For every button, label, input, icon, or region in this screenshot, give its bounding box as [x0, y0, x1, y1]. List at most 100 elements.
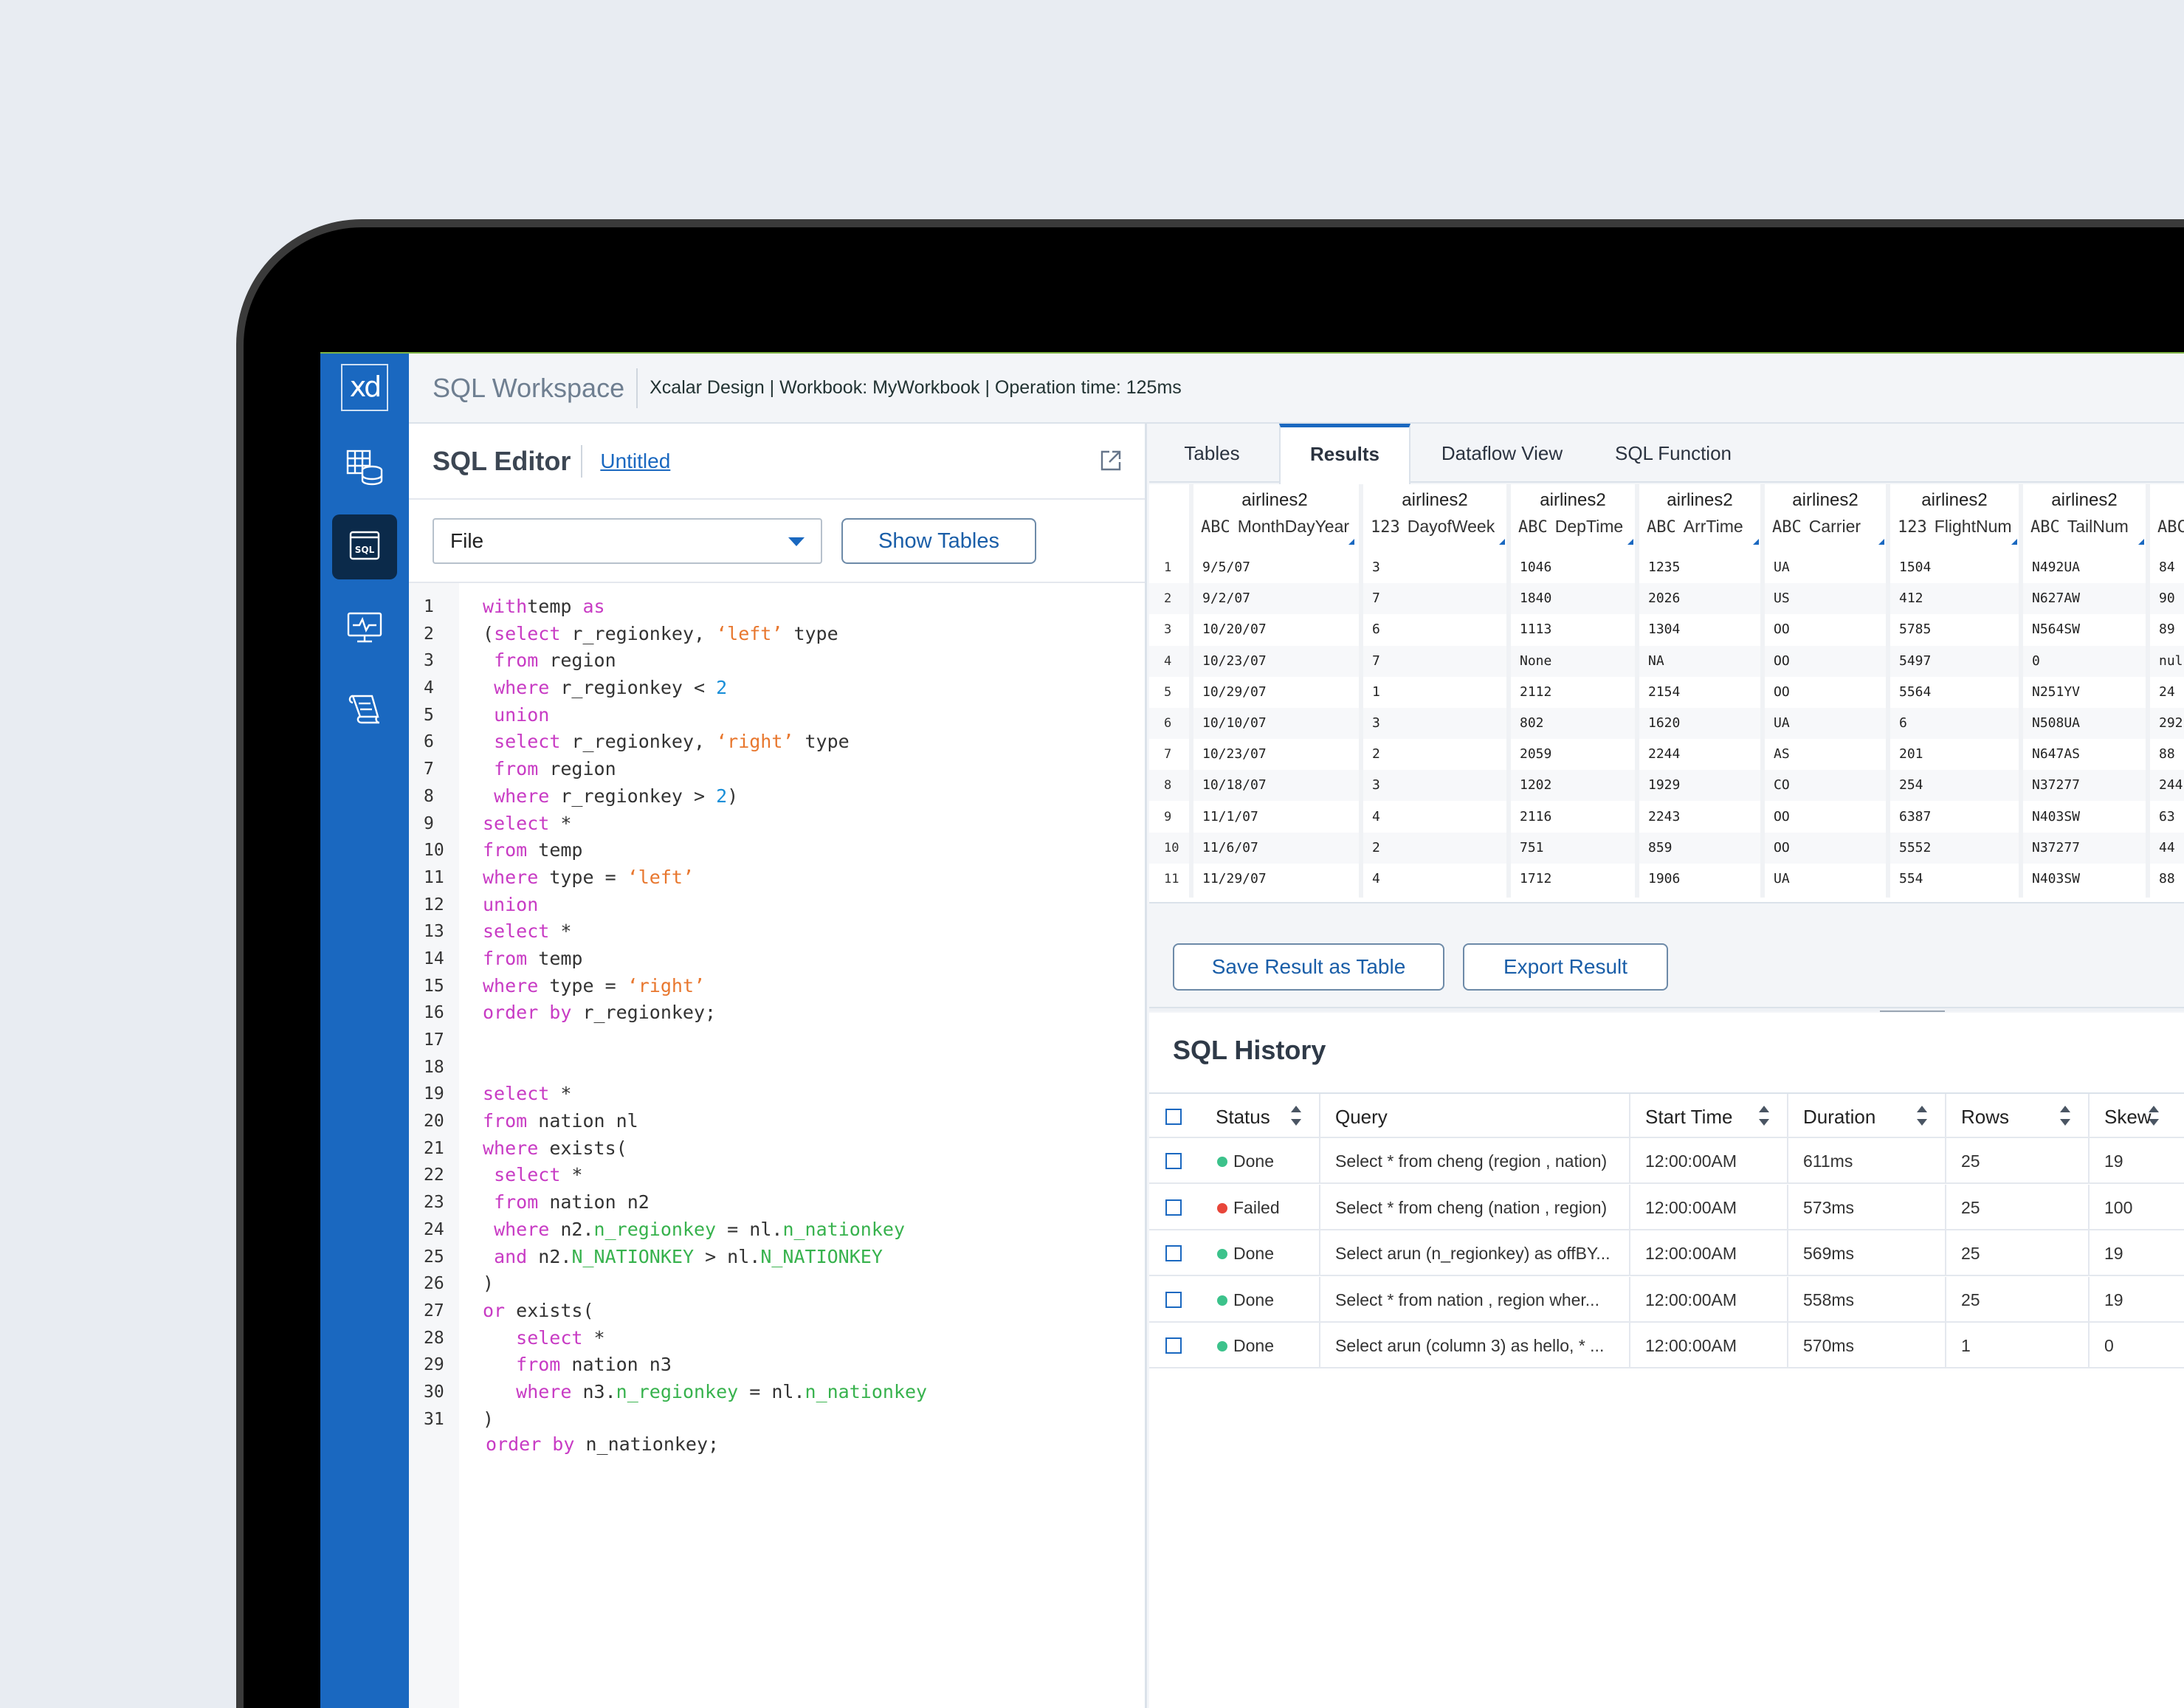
table-cell[interactable]: OO — [1774, 652, 1790, 669]
table-cell[interactable]: 88 — [2159, 746, 2175, 762]
column-header[interactable]: airlines2 ABC MonthDayYear — [1193, 484, 1356, 551]
table-cell[interactable]: OO — [1774, 839, 1790, 855]
column-menu-icon[interactable] — [1753, 539, 1759, 545]
sort-icon[interactable] — [1291, 1106, 1301, 1128]
table-cell[interactable]: 1202 — [1520, 777, 1552, 793]
table-cell[interactable]: 6 — [1372, 621, 1380, 638]
history-column-header[interactable]: Rows — [1961, 1106, 2010, 1128]
show-tables-button[interactable]: Show Tables — [841, 518, 1036, 564]
row-checkbox[interactable] — [1165, 1199, 1182, 1216]
table-cell[interactable]: 44 — [2159, 839, 2175, 855]
history-row[interactable]: Done Select arun (column 3) as hello, * .… — [1149, 1323, 2184, 1368]
table-cell[interactable]: 10/10/07 — [1202, 715, 1267, 731]
table-cell[interactable]: 2059 — [1520, 746, 1552, 762]
table-cell[interactable]: UA — [1774, 871, 1790, 886]
table-row[interactable]: 11 11/29/07 4 1712 1906 UA 554 N403SW 88 — [1149, 864, 2184, 895]
table-cell[interactable]: 9/2/07 — [1202, 590, 1251, 607]
table-cell[interactable]: N647AS — [2032, 746, 2081, 762]
history-column-header[interactable]: Status — [1216, 1106, 1270, 1128]
table-cell[interactable]: 244 — [2159, 777, 2183, 793]
table-cell[interactable]: 2154 — [1648, 683, 1681, 700]
table-cell[interactable]: 3 — [1372, 777, 1380, 793]
table-cell[interactable]: 4 — [1372, 808, 1380, 824]
table-cell[interactable]: 802 — [1520, 715, 1544, 731]
row-checkbox[interactable] — [1165, 1337, 1182, 1354]
snippet-name-link[interactable]: Untitled — [600, 449, 671, 472]
table-cell[interactable]: N508UA — [2032, 715, 2081, 731]
table-cell[interactable]: 10/29/07 — [1202, 683, 1267, 700]
history-column-header[interactable]: Start Time — [1645, 1106, 1733, 1128]
table-cell[interactable]: N251YV — [2032, 683, 2081, 700]
table-cell[interactable]: 7 — [1372, 590, 1380, 607]
tab-results[interactable]: Results — [1279, 424, 1410, 484]
monitor-icon[interactable] — [332, 596, 397, 661]
table-cell[interactable]: 254 — [1899, 777, 1923, 793]
column-header[interactable]: ABC — [2150, 484, 2184, 551]
column-divider[interactable] — [1760, 484, 1765, 898]
sql-workspace-icon[interactable]: SQL — [332, 514, 397, 579]
datastore-icon[interactable] — [332, 435, 397, 500]
table-cell[interactable]: N37277 — [2032, 777, 2081, 793]
table-cell[interactable]: 9/5/07 — [1202, 559, 1251, 575]
table-cell[interactable]: N492UA — [2032, 559, 2081, 575]
tab-tables[interactable]: Tables — [1184, 442, 1240, 464]
table-cell[interactable]: 6 — [1899, 715, 1907, 731]
table-cell[interactable]: 1712 — [1520, 871, 1552, 886]
table-cell[interactable]: 1 — [1372, 683, 1380, 700]
popout-icon[interactable] — [1099, 449, 1123, 472]
table-cell[interactable]: 84 — [2159, 559, 2175, 575]
table-row[interactable]: 8 10/18/07 3 1202 1929 CO 254 N37277 244 — [1149, 770, 2184, 802]
table-cell[interactable]: 5564 — [1899, 683, 1932, 700]
table-row[interactable]: 1 9/5/07 3 1046 1235 UA 1504 N492UA 84 — [1149, 552, 2184, 583]
table-cell[interactable]: 1906 — [1648, 871, 1681, 886]
table-cell[interactable]: 2244 — [1648, 746, 1681, 762]
table-cell[interactable]: 10/23/07 — [1202, 746, 1267, 762]
column-menu-icon[interactable] — [1878, 539, 1884, 545]
column-divider[interactable] — [1886, 484, 1890, 898]
sort-icon[interactable] — [2149, 1106, 2159, 1128]
table-cell[interactable]: 4 — [1372, 871, 1380, 886]
table-row[interactable]: 3 10/20/07 6 1113 1304 OO 5785 N564SW 89 — [1149, 614, 2184, 645]
history-row[interactable]: Done Select arun (n_regionkey) as offBY..… — [1149, 1230, 2184, 1276]
table-cell[interactable]: 0 — [2032, 652, 2040, 669]
table-cell[interactable]: 1620 — [1648, 715, 1681, 731]
table-cell[interactable]: None — [1520, 652, 1552, 669]
table-cell[interactable]: 5552 — [1899, 839, 1932, 855]
table-cell[interactable]: 10/20/07 — [1202, 621, 1267, 638]
table-cell[interactable]: 412 — [1899, 590, 1923, 607]
table-cell[interactable]: AS — [1774, 746, 1790, 762]
table-cell[interactable]: 11/29/07 — [1202, 871, 1267, 886]
column-header[interactable]: airlines2 123 FlightNum — [1890, 484, 2019, 551]
column-header[interactable]: airlines2 ABC TailNum — [2023, 484, 2146, 551]
save-result-as-table-button[interactable]: Save Result as Table — [1173, 943, 1444, 991]
history-column-header[interactable]: Skew — [2104, 1106, 2152, 1128]
table-cell[interactable]: 2116 — [1520, 808, 1552, 824]
table-cell[interactable]: 10/23/07 — [1202, 652, 1267, 669]
table-cell[interactable]: 88 — [2159, 871, 2175, 886]
tab-dataflow-view[interactable]: Dataflow View — [1441, 442, 1563, 464]
table-cell[interactable]: 1929 — [1648, 777, 1681, 793]
column-divider[interactable] — [1506, 484, 1511, 898]
table-cell[interactable]: 751 — [1520, 839, 1544, 855]
table-cell[interactable]: UA — [1774, 559, 1790, 575]
table-cell[interactable]: OO — [1774, 683, 1790, 700]
table-row[interactable]: 2 9/2/07 7 1840 2026 US 412 N627AW 90 — [1149, 583, 2184, 615]
table-cell[interactable]: 2 — [1372, 839, 1380, 855]
table-cell[interactable]: OO — [1774, 808, 1790, 824]
table-cell[interactable]: OO — [1774, 621, 1790, 638]
table-cell[interactable]: 5497 — [1899, 652, 1932, 669]
table-cell[interactable]: 1113 — [1520, 621, 1552, 638]
table-cell[interactable]: 3 — [1372, 715, 1380, 731]
table-cell[interactable]: 292 — [2159, 715, 2183, 731]
table-cell[interactable]: 11/6/07 — [1202, 839, 1258, 855]
table-cell[interactable]: US — [1774, 590, 1790, 607]
table-cell[interactable]: 201 — [1899, 746, 1923, 762]
column-header[interactable]: airlines2 123 DayofWeek — [1363, 484, 1506, 551]
table-row[interactable]: 7 10/23/07 2 2059 2244 AS 201 N647AS 88 — [1149, 739, 2184, 770]
column-divider[interactable] — [1189, 484, 1193, 898]
table-row[interactable]: 4 10/23/07 7 None NA OO 5497 0 nul — [1149, 645, 2184, 677]
export-result-button[interactable]: Export Result — [1463, 943, 1668, 991]
table-cell[interactable]: UA — [1774, 715, 1790, 731]
column-menu-icon[interactable] — [2011, 539, 2017, 545]
column-header[interactable]: airlines2 ABC ArrTime — [1639, 484, 1760, 551]
